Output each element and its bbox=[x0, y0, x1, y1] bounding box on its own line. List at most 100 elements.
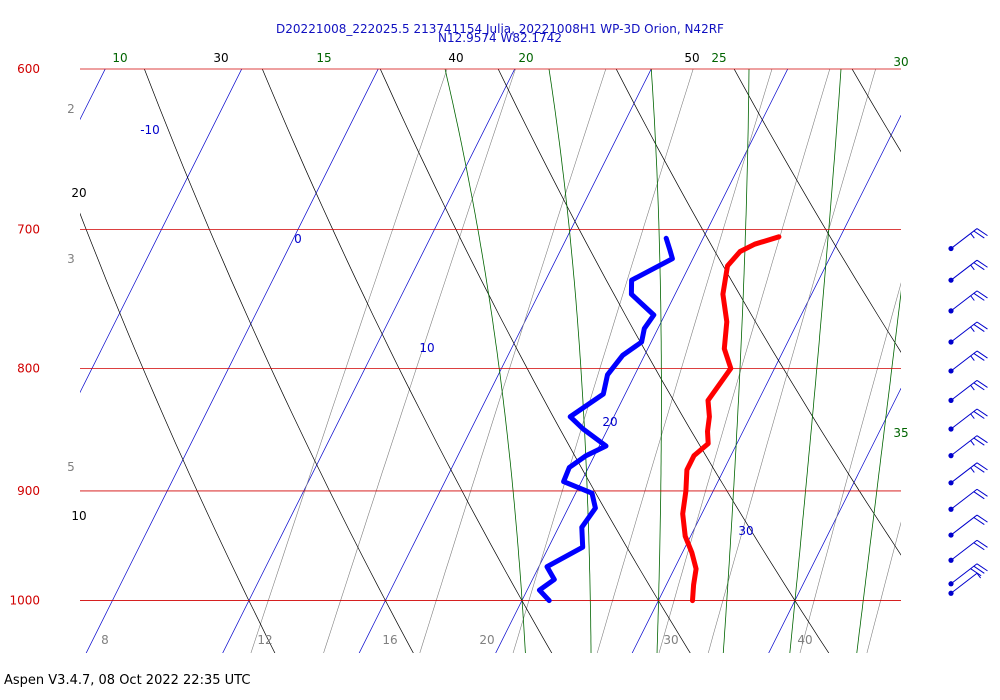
dry-adiabat-label: 30 bbox=[213, 51, 228, 65]
wind-barb-half-flag bbox=[970, 440, 975, 446]
moist-adiabat-label: 30 bbox=[893, 55, 908, 69]
wind-barb-staff bbox=[950, 379, 978, 401]
wind-barb-staff bbox=[950, 539, 978, 561]
pressure-label: 900 bbox=[17, 484, 40, 498]
wind-barb bbox=[948, 228, 988, 252]
wind-barb-flag bbox=[973, 324, 985, 332]
isotherm-label: 0 bbox=[294, 232, 302, 246]
wind-barb-flag bbox=[973, 352, 985, 361]
wind-barb-flag bbox=[973, 464, 985, 473]
moist-adiabat-line bbox=[444, 69, 526, 653]
mixing-ratio-line bbox=[799, 282, 901, 653]
isobars: 600 700 800 900 1000 bbox=[9, 62, 901, 608]
moist-adiabat-label: 10 bbox=[112, 51, 127, 65]
isotherm-label: 30 bbox=[738, 524, 753, 538]
moist-adiabat-label: 25 bbox=[711, 51, 726, 65]
wind-barb-staff bbox=[950, 572, 978, 594]
moist-adiabat-line bbox=[856, 289, 901, 653]
wind-barb-staff bbox=[950, 563, 978, 585]
sounding-traces bbox=[536, 234, 782, 604]
background-grid bbox=[80, 0, 1000, 661]
mixing-ratio-line bbox=[323, 69, 516, 653]
dry-adiabat-line bbox=[615, 69, 901, 556]
mixing-ratio-label: 12 bbox=[257, 633, 272, 647]
wind-barb-flag bbox=[973, 230, 985, 239]
wind-barb-flag bbox=[976, 408, 988, 417]
wind-barb-flag bbox=[973, 292, 985, 301]
mixing-ratio-label: 30 bbox=[663, 633, 678, 647]
mixing-ratio-line bbox=[866, 521, 901, 653]
mixing-ratio-line bbox=[250, 69, 448, 653]
wind-barb-half-flag bbox=[970, 413, 975, 419]
wind-barb-flag bbox=[973, 565, 985, 574]
wind-barb-flag bbox=[976, 321, 988, 330]
wind-barb bbox=[948, 488, 988, 512]
mixing-ratio-label: 5 bbox=[67, 460, 75, 474]
dry-adiabat-line bbox=[927, 0, 1000, 661]
wind-barb-flag bbox=[973, 437, 985, 446]
wind-barb-staff bbox=[950, 228, 978, 249]
wind-barb bbox=[948, 563, 988, 587]
wind-barb-flag bbox=[976, 290, 988, 299]
isotherm-line bbox=[768, 387, 901, 653]
wind-barb-staff bbox=[950, 462, 978, 484]
wind-barb bbox=[948, 290, 988, 314]
dry-adiabat-line bbox=[851, 69, 901, 153]
wind-barb-flag bbox=[976, 488, 988, 497]
moist-adiabat-label: 35 bbox=[893, 426, 908, 440]
isotherm-line bbox=[358, 69, 652, 653]
mixing-ratio-label: 2 bbox=[67, 102, 75, 116]
wind-barb-staff bbox=[950, 435, 978, 457]
mixing-ratio-line bbox=[707, 69, 876, 653]
dry-adiabat-line bbox=[733, 69, 901, 353]
isotherm-label: 20 bbox=[602, 415, 617, 429]
pressure-label: 1000 bbox=[9, 594, 40, 608]
isotherm-line bbox=[80, 69, 243, 394]
wind-barb-staff bbox=[950, 514, 978, 536]
wind-barb bbox=[948, 514, 988, 538]
moist-adiabat-line bbox=[650, 69, 662, 653]
wind-barb-flag bbox=[976, 435, 988, 444]
wind-barb-flag bbox=[976, 563, 988, 572]
isotherm-line bbox=[495, 69, 789, 653]
wind-barb-flag bbox=[973, 491, 985, 500]
dry-adiabat-label: 50 bbox=[684, 51, 699, 65]
isotherm-line bbox=[222, 69, 516, 653]
wind-barb-staff bbox=[950, 408, 978, 430]
temperature-trace bbox=[680, 234, 782, 604]
wind-barb-staff bbox=[950, 488, 978, 510]
wind-barb-flag bbox=[976, 462, 988, 471]
wind-barb bbox=[948, 435, 988, 459]
wind-barb-half-flag bbox=[970, 355, 975, 361]
mixing-ratio-label: 20 bbox=[479, 633, 494, 647]
wind-barb-flag bbox=[973, 542, 985, 551]
mixing-ratio-line bbox=[512, 69, 694, 653]
dewpoint-trace bbox=[536, 235, 675, 604]
wind-barb-flag bbox=[976, 514, 988, 523]
wind-barb-flag bbox=[976, 350, 988, 359]
wind-barb-half-flag bbox=[970, 233, 975, 239]
wind-barb-half-flag bbox=[970, 264, 975, 271]
wind-barb-flag bbox=[973, 262, 985, 271]
dry-adiabat-line bbox=[144, 69, 414, 653]
footer-version: Aspen V3.4.7, 08 Oct 2022 22:35 UTC bbox=[4, 673, 251, 688]
wind-barb-half-flag bbox=[970, 295, 975, 301]
wind-barb-staff bbox=[950, 350, 978, 372]
wind-barb-staff bbox=[950, 259, 978, 281]
wind-barb bbox=[948, 572, 982, 596]
mixing-ratio-line bbox=[658, 69, 831, 653]
mixing-ratio-label: 16 bbox=[382, 633, 397, 647]
dry-adiabat-label: 10 bbox=[71, 509, 86, 523]
isotherm-line bbox=[80, 69, 106, 121]
wind-barb bbox=[948, 259, 988, 283]
moist-adiabat-line bbox=[789, 69, 842, 653]
moist-adiabat-line bbox=[548, 69, 592, 653]
wind-barb bbox=[948, 321, 988, 345]
dry-adiabat-label: 20 bbox=[71, 186, 86, 200]
mixing-ratio-label: 8 bbox=[101, 633, 109, 647]
wind-barb-flag bbox=[976, 379, 988, 388]
isotherm-label: 10 bbox=[419, 341, 434, 355]
wind-barb-column bbox=[948, 228, 988, 596]
